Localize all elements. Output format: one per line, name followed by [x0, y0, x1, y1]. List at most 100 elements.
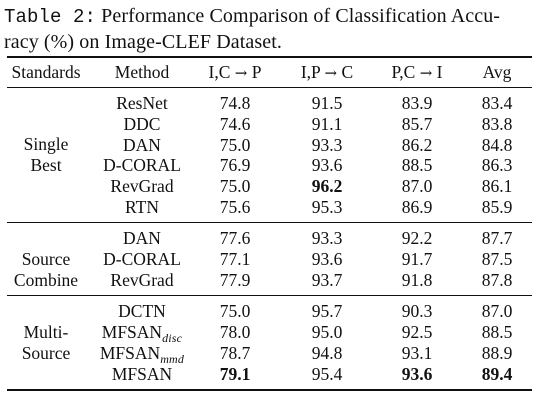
- header-ip-to-c: I,P → C: [282, 62, 372, 83]
- value-avg: 85.9: [481, 197, 513, 217]
- value-pc-i: 85.7: [401, 114, 433, 134]
- method-name: DCTN: [118, 301, 166, 321]
- method-name: RevGrad: [110, 270, 174, 290]
- value-ip-c: 95.0: [311, 322, 343, 342]
- header-standards: Standards: [11, 62, 81, 82]
- method-name: ResNet: [116, 93, 168, 113]
- group-rule: [7, 295, 532, 296]
- group-label-line: Best: [30, 155, 62, 175]
- caption-line-1: Table 2: Performance Comparison of Class…: [4, 4, 536, 30]
- table-caption: Table 2: Performance Comparison of Class…: [4, 4, 536, 55]
- value-pc-i: 92.2: [401, 228, 433, 248]
- value-ip-c: 93.7: [311, 270, 343, 290]
- method-name: D-CORAL: [103, 249, 181, 269]
- method-base: MFSAN: [101, 322, 163, 342]
- value-ic-p: 75.0: [219, 176, 251, 196]
- header-rule: [7, 87, 532, 88]
- method-subscript: mmd: [160, 352, 185, 366]
- arrow-icon: →: [419, 64, 433, 82]
- method-name: MFSANmmd: [92, 343, 192, 369]
- arrow-icon: →: [234, 64, 248, 82]
- value-ip-c: 94.8: [311, 343, 343, 363]
- value-ic-p: 78.0: [219, 322, 251, 342]
- value-ip-c: 93.6: [311, 155, 343, 175]
- group-label-line: Source: [21, 343, 71, 363]
- value-ip-c: 93.3: [311, 228, 343, 248]
- value-ip-c: 93.3: [311, 135, 343, 155]
- header-pc-target: I: [436, 62, 443, 82]
- value-ic-p: 76.9: [219, 155, 251, 175]
- value-avg-best: 89.4: [481, 364, 513, 384]
- method-name: MFSAN: [111, 364, 173, 384]
- group-label-line: Source: [21, 249, 71, 269]
- header-method: Method: [114, 62, 170, 82]
- method-name: DAN: [123, 228, 161, 248]
- group-label-line: Single: [23, 134, 69, 154]
- header-ic-to-p: I,C → P: [200, 62, 270, 83]
- top-rule: [7, 56, 532, 58]
- arrow-icon: →: [324, 64, 338, 82]
- method-name: DAN: [123, 135, 161, 155]
- value-ic-p: 74.8: [219, 93, 251, 113]
- header-ip-target: C: [341, 62, 354, 82]
- value-pc-i: 91.8: [401, 270, 433, 290]
- value-pc-i: 83.9: [401, 93, 433, 113]
- header-ic-target: P: [251, 62, 262, 82]
- method-name: RTN: [125, 197, 159, 217]
- value-pc-i-best: 93.6: [401, 364, 433, 384]
- value-avg: 86.1: [481, 176, 513, 196]
- value-pc-i: 86.2: [401, 135, 433, 155]
- value-avg: 87.8: [481, 270, 513, 290]
- method-base: MFSAN: [99, 343, 161, 363]
- value-ic-p: 75.0: [219, 301, 251, 321]
- value-avg: 84.8: [481, 135, 513, 155]
- method-subscript: disc: [162, 331, 183, 345]
- group-label-line: Multi-: [23, 322, 69, 342]
- value-pc-i: 86.9: [401, 197, 433, 217]
- value-ip-c: 91.1: [311, 114, 343, 134]
- value-pc-i: 90.3: [401, 301, 433, 321]
- value-ip-c-best: 96.2: [311, 176, 343, 196]
- value-avg: 86.3: [481, 155, 513, 175]
- value-avg: 88.9: [481, 343, 513, 363]
- group-label-line: Combine: [13, 270, 79, 290]
- value-ic-p: 75.0: [219, 135, 251, 155]
- method-name: RevGrad: [110, 176, 174, 196]
- caption-text-1: Performance Comparison of Classification…: [101, 5, 501, 27]
- caption-label: Table 2:: [4, 6, 97, 28]
- caption-text-2: racy (%) on Image-CLEF Dataset.: [4, 31, 282, 53]
- value-pc-i: 91.7: [401, 249, 433, 269]
- value-avg: 83.4: [481, 93, 513, 113]
- value-ic-p: 75.6: [219, 197, 251, 217]
- value-ic-p: 77.6: [219, 228, 251, 248]
- value-avg: 83.8: [481, 114, 513, 134]
- value-ic-p: 77.1: [219, 249, 251, 269]
- value-avg: 87.0: [481, 301, 513, 321]
- method-name: MFSANdisc: [92, 322, 192, 348]
- value-ic-p-best: 79.1: [219, 364, 251, 384]
- group-rule: [7, 222, 532, 223]
- method-name: D-CORAL: [103, 155, 181, 175]
- value-ip-c: 91.5: [311, 93, 343, 113]
- value-pc-i: 87.0: [401, 176, 433, 196]
- value-avg: 88.5: [481, 322, 513, 342]
- value-ic-p: 78.7: [219, 343, 251, 363]
- value-ic-p: 74.6: [219, 114, 251, 134]
- value-pc-i: 93.1: [401, 343, 433, 363]
- header-pc-to-i: P,C → I: [372, 62, 462, 83]
- value-pc-i: 88.5: [401, 155, 433, 175]
- value-ic-p: 77.9: [219, 270, 251, 290]
- value-ip-c: 93.6: [311, 249, 343, 269]
- value-ip-c: 95.4: [311, 364, 343, 384]
- bottom-rule: [7, 389, 532, 391]
- value-avg: 87.7: [481, 228, 513, 248]
- value-pc-i: 92.5: [401, 322, 433, 342]
- value-ip-c: 95.3: [311, 197, 343, 217]
- value-ip-c: 95.7: [311, 301, 343, 321]
- header-avg: Avg: [482, 62, 512, 82]
- method-name: DDC: [123, 114, 161, 134]
- header-pc-source: P,C: [391, 62, 416, 82]
- header-ic-source: I,C: [208, 62, 231, 82]
- value-avg: 87.5: [481, 249, 513, 269]
